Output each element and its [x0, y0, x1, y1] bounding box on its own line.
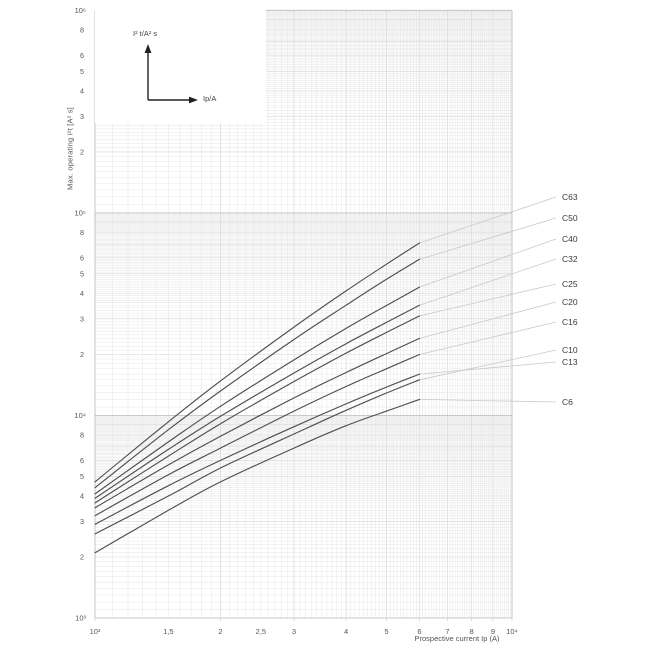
curve-C20: [94, 337, 421, 509]
y-tick-label: 10³: [75, 614, 86, 623]
y-tick-label: 2: [80, 553, 84, 562]
curve-C63: [94, 242, 421, 483]
curve-label-C16: C16: [562, 317, 578, 327]
x-tick-label: 6: [417, 627, 421, 636]
leader-line-C6: [419, 399, 557, 403]
x-tick-label: 1,5: [163, 627, 173, 636]
curve-label-C63: C63: [562, 192, 578, 202]
y-tick-label: 3: [80, 517, 84, 526]
curve-label-C40: C40: [562, 234, 578, 244]
x-axis-title: Prospective current Ip (A): [414, 634, 500, 643]
curve-label-C10: C10: [562, 345, 578, 355]
y-tick-label: 3: [80, 112, 84, 121]
y-tick-label: 3: [80, 314, 84, 323]
leader-line-C63: [419, 196, 557, 244]
y-tick-label: 10⁶: [75, 6, 86, 15]
curve-C6: [94, 398, 421, 554]
leader-line-C25: [419, 283, 557, 317]
x-tick-label: 3: [292, 627, 296, 636]
curve-C13: [94, 373, 421, 525]
x-tick-label: 5: [384, 627, 388, 636]
curve-label-C20: C20: [562, 297, 578, 307]
y-tick-label: 4: [80, 87, 84, 96]
x-tick-label: 7: [445, 627, 449, 636]
curve-label-C13: C13: [562, 357, 578, 367]
curve-label-C6: C6: [562, 397, 573, 407]
y-tick-label: 10⁴: [74, 411, 86, 420]
axis-units-inset: I² t/A² s Ip/A: [95, 7, 266, 123]
y-tick-label: 5: [80, 472, 84, 481]
y-tick-label: 2: [80, 148, 84, 157]
y-tick-label: 8: [80, 26, 84, 35]
curve-C40: [94, 286, 421, 495]
y-axis-title: Max. operating I²t [A² s]: [65, 107, 75, 190]
leader-line-C13: [419, 361, 557, 375]
curve-C50: [94, 258, 421, 489]
curve-C25: [94, 315, 421, 504]
curve-C32: [94, 304, 421, 499]
x-tick-label: 4: [344, 627, 348, 636]
curve-C16: [94, 353, 421, 517]
curve-C10: [94, 379, 421, 535]
curve-label-C25: C25: [562, 279, 578, 289]
x-tick-label: 10³: [90, 627, 101, 636]
inset-y-unit-label: I² t/A² s: [133, 29, 158, 38]
y-tick-label: 2: [80, 350, 84, 359]
inset-x-unit-label: Ip/A: [203, 94, 217, 103]
y-tick-label: 4: [80, 289, 84, 298]
x-tick-label: 2,5: [256, 627, 266, 636]
leader-line-C32: [419, 258, 557, 306]
y-tick-label: 10⁵: [75, 209, 86, 218]
x-tick-label: 8: [470, 627, 474, 636]
leader-line-C50: [419, 217, 557, 260]
curve-label-C32: C32: [562, 254, 578, 264]
y-tick-label: 8: [80, 431, 84, 440]
axes-pictogram-icon: [144, 44, 198, 104]
x-tick-label: 9: [491, 627, 495, 636]
leader-line-C16: [419, 321, 557, 355]
y-tick-label: 5: [80, 67, 84, 76]
y-tick-label: 6: [80, 456, 84, 465]
y-tick-label: 4: [80, 492, 84, 501]
x-tick-label: 10⁴: [506, 627, 518, 636]
y-tick-label: 8: [80, 228, 84, 237]
y-tick-label: 5: [80, 269, 84, 278]
x-tick-label: 2: [218, 627, 222, 636]
leader-line-C10: [419, 349, 557, 381]
leader-line-C20: [419, 301, 557, 339]
curve-label-C50: C50: [562, 213, 578, 223]
leader-line-C40: [419, 238, 557, 288]
y-tick-label: 6: [80, 51, 84, 60]
y-tick-label: 6: [80, 253, 84, 262]
